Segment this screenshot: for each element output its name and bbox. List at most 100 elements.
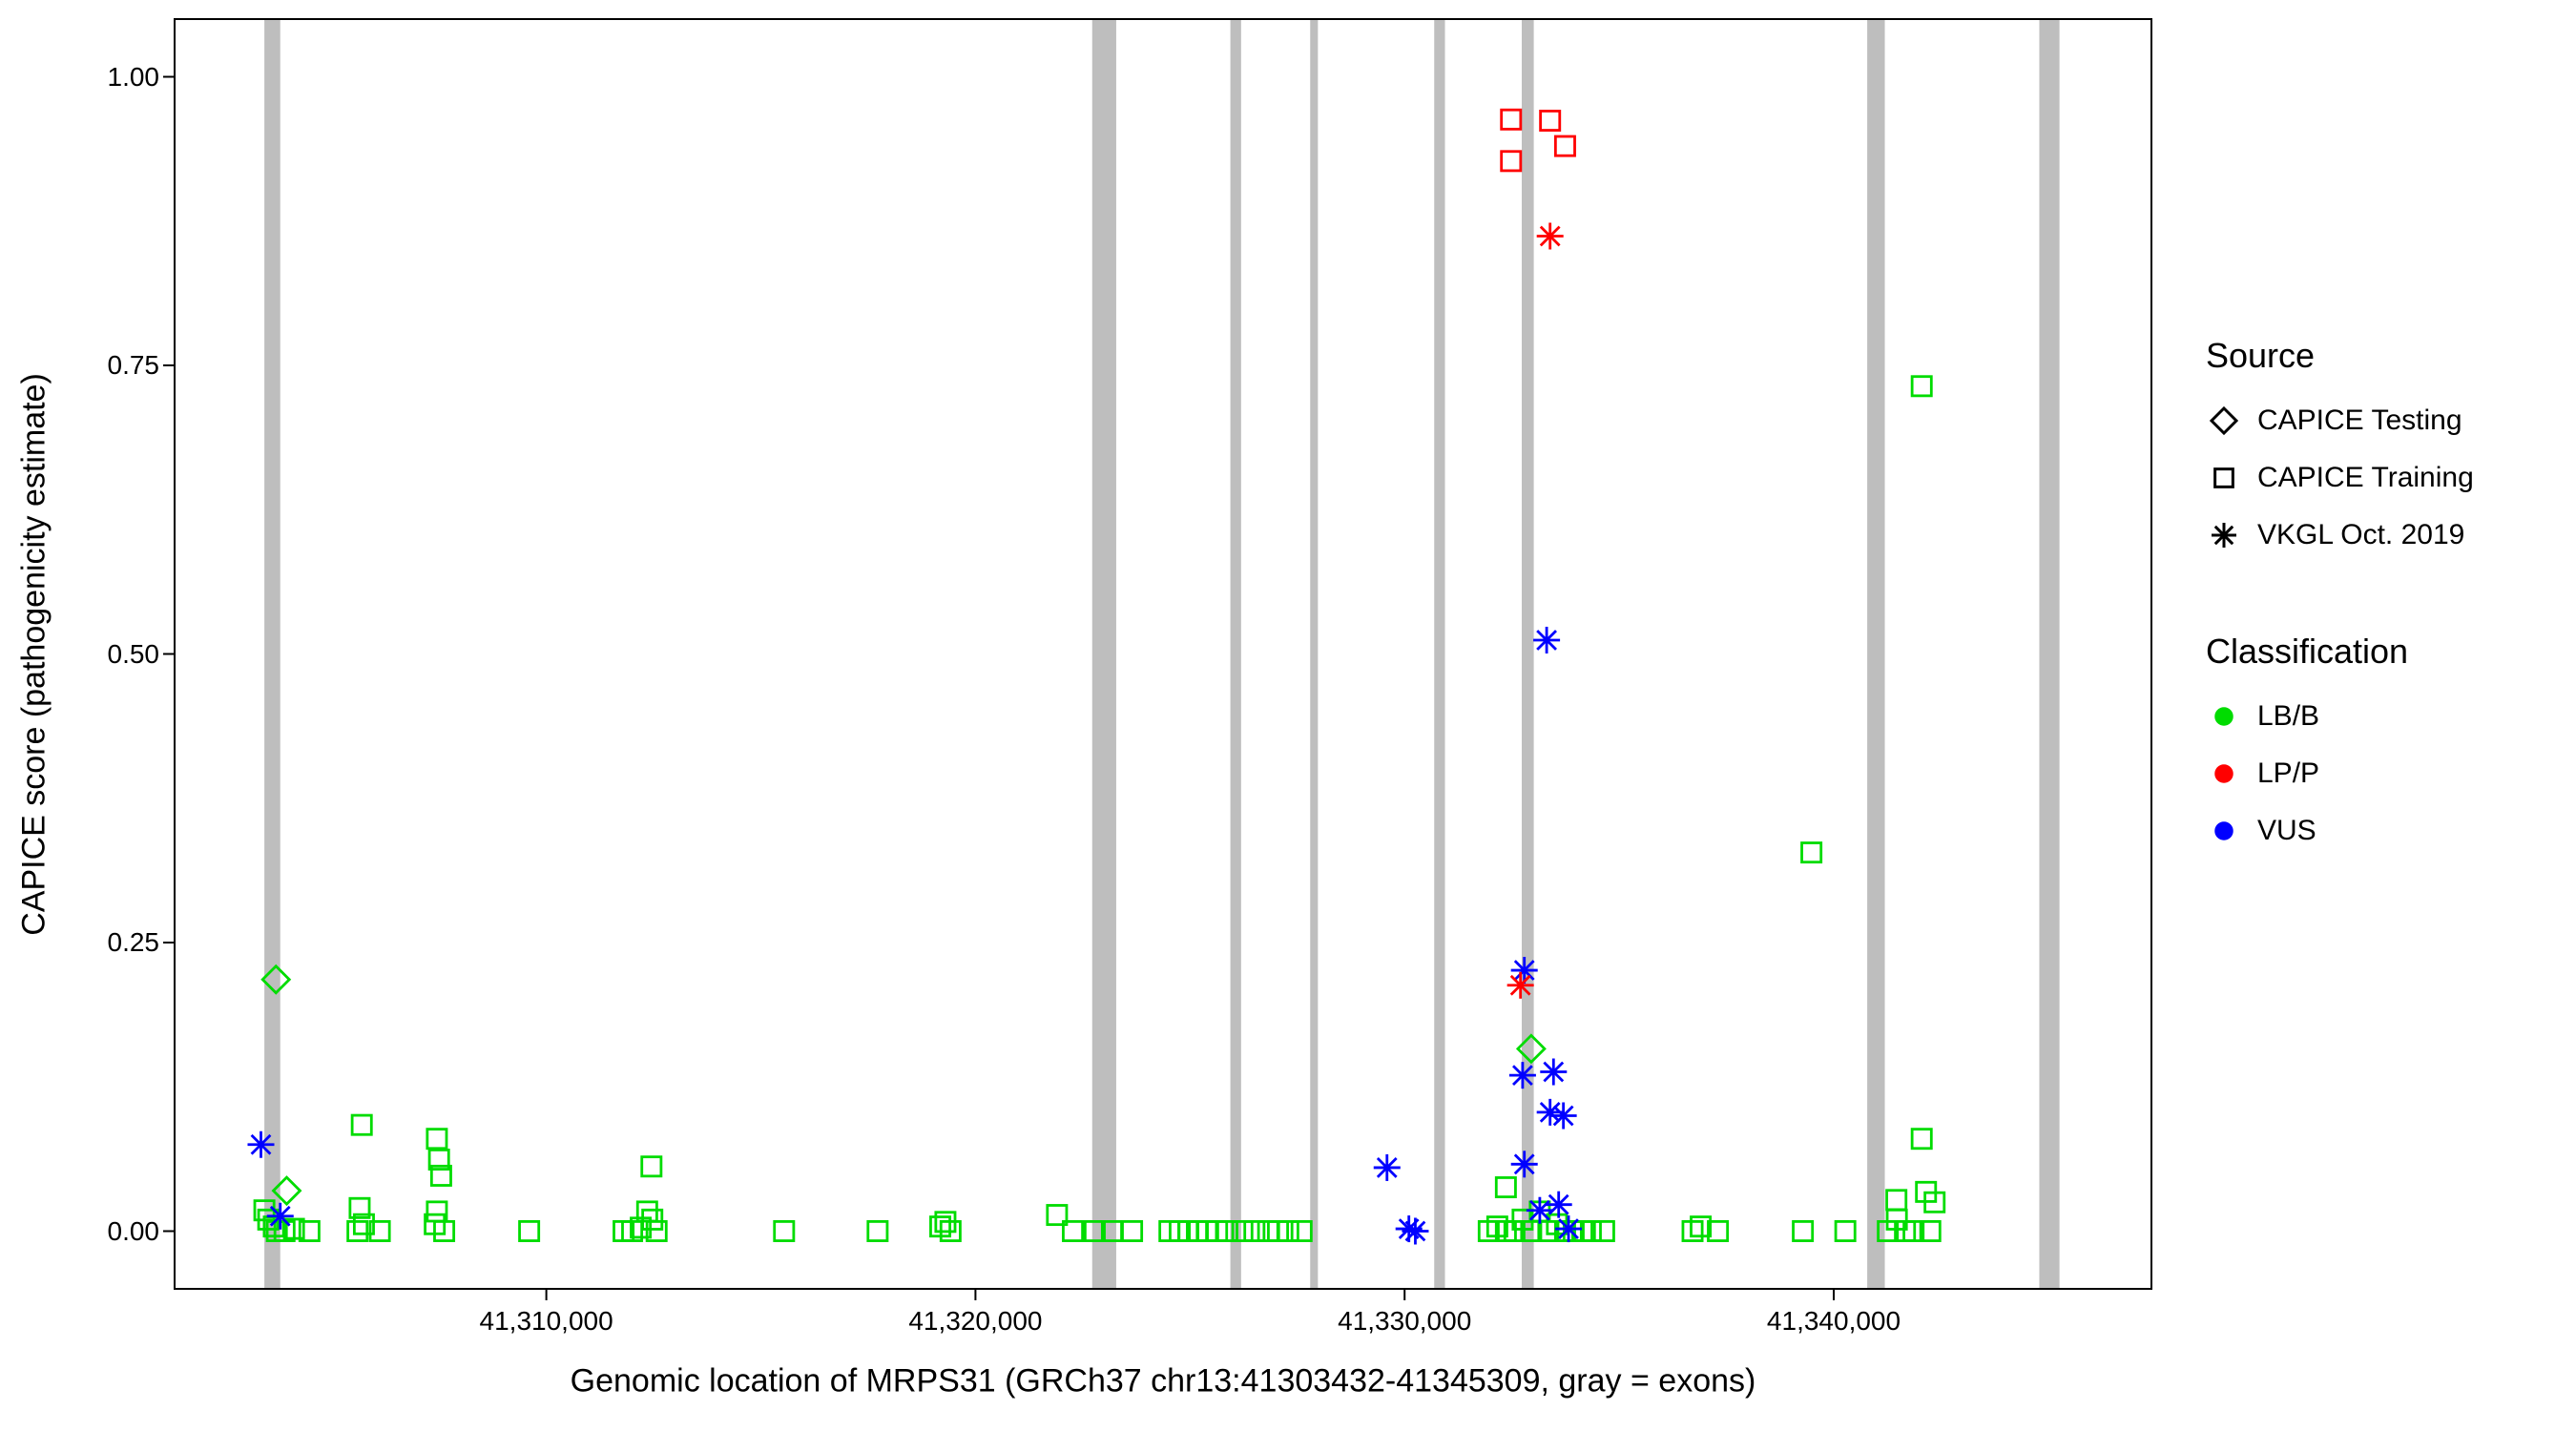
data-point (352, 1213, 375, 1235)
x-tick-label: 41,340,000 (1766, 1306, 1901, 1336)
panel-border (174, 18, 2152, 1290)
exon-bar (1091, 19, 1116, 1289)
data-point (1536, 222, 1564, 250)
point-glyph-square (1690, 1215, 1713, 1238)
data-point (1546, 1213, 1568, 1235)
asterisk-icon (2212, 523, 2236, 548)
point-glyph-square (1503, 1220, 1526, 1242)
data-point (1545, 1191, 1572, 1218)
point-glyph-square (282, 1217, 305, 1240)
data-point (1402, 1217, 1429, 1245)
data-point (1515, 1033, 1547, 1065)
data-point (429, 1164, 452, 1187)
point-glyph-square (1215, 1220, 1238, 1242)
legend-item-vus: VUS (2206, 813, 2474, 849)
point-glyph-square (1121, 1220, 1144, 1242)
point-glyph-square (773, 1220, 796, 1242)
data-point (1707, 1220, 1730, 1242)
data-point (346, 1220, 369, 1242)
data-point (518, 1220, 541, 1242)
data-point (1062, 1220, 1084, 1242)
data-point (630, 1216, 653, 1239)
point-glyph-square (630, 1216, 653, 1239)
data-point (1500, 150, 1523, 173)
data-point (1885, 1189, 1908, 1212)
data-point (1526, 1196, 1553, 1224)
exon-bar (2039, 19, 2060, 1289)
point-glyph-square (1707, 1220, 1730, 1242)
point-glyph-diamond (1515, 1033, 1547, 1065)
point-glyph-square (1231, 1220, 1254, 1242)
data-point (1494, 1176, 1517, 1198)
point-glyph-square (350, 1113, 373, 1136)
y-tick-label: 0.00 (107, 1215, 160, 1246)
data-point (1503, 1220, 1526, 1242)
point-glyph-square (433, 1220, 456, 1242)
y-tick-label: 0.50 (107, 638, 160, 669)
x-tick-label: 41,320,000 (908, 1306, 1043, 1336)
point-glyph-square (2213, 467, 2234, 488)
exon-bar (1310, 19, 1319, 1289)
legend-classification-items: LB/B LP/P VUS (2206, 698, 2474, 849)
point-glyph-square (1910, 1128, 1933, 1151)
point-glyph-square (1062, 1220, 1084, 1242)
square-icon (2213, 467, 2234, 488)
data-point (1540, 1058, 1568, 1086)
point-glyph-square (1546, 1213, 1568, 1235)
data-point (271, 1175, 302, 1207)
data-point (298, 1220, 321, 1242)
data-point (1885, 1208, 1908, 1231)
data-point (1919, 1220, 1942, 1242)
data-point (266, 1202, 294, 1230)
diamond-icon (2209, 405, 2239, 436)
exon-bar (1867, 19, 1885, 1289)
data-point (1500, 108, 1523, 131)
point-glyph-square (1290, 1220, 1313, 1242)
point-glyph-square (1494, 1176, 1517, 1198)
point-glyph-square (1083, 1220, 1106, 1242)
data-point (1539, 110, 1562, 132)
legend-item-lp-p: LP/P (2206, 756, 2474, 792)
data-point (1592, 1220, 1615, 1242)
point-glyph-square (1910, 375, 1933, 398)
x-tick-label: 41,330,000 (1338, 1306, 1472, 1336)
data-point (641, 1208, 664, 1231)
exon-bar (1230, 19, 1241, 1289)
data-point (426, 1128, 448, 1151)
data-point (1373, 1153, 1401, 1181)
point-glyph-square (1800, 841, 1823, 864)
point-glyph-square (348, 1196, 371, 1219)
point-glyph-square (352, 1213, 375, 1235)
point-glyph-square (1792, 1220, 1815, 1242)
point-glyph-square (427, 1149, 450, 1171)
data-point (1923, 1191, 1946, 1213)
point-glyph-square (368, 1220, 391, 1242)
circle-icon (2214, 821, 2233, 840)
exon-bar (1434, 19, 1445, 1289)
data-point (1277, 1220, 1299, 1242)
y-tick-label: 1.00 (107, 61, 160, 92)
data-point (640, 1155, 663, 1178)
data-point (1506, 971, 1534, 999)
data-point (1510, 1151, 1538, 1178)
data-point (1834, 1220, 1857, 1242)
point-glyph-square (1579, 1220, 1602, 1242)
point-glyph-square (645, 1220, 668, 1242)
point-glyph-square (640, 1155, 663, 1178)
data-point (1533, 626, 1561, 653)
data-point (1231, 1220, 1254, 1242)
point-glyph-diamond (260, 964, 292, 995)
data-point (1792, 1220, 1815, 1242)
x-tick-label: 41,310,000 (479, 1306, 613, 1336)
legend-item-label: VUS (2257, 815, 2316, 846)
point-glyph-square (1277, 1220, 1299, 1242)
legend-item-capice-testing: CAPICE Testing (2206, 403, 2474, 439)
point-glyph-square (1553, 135, 1576, 157)
legend-item-label: LB/B (2257, 700, 2320, 732)
exon-bar (1522, 19, 1534, 1289)
legend-item-capice-training: CAPICE Training (2206, 460, 2474, 496)
x-axis-title: Genomic location of MRPS31 (GRCh37 chr13… (570, 1362, 1756, 1400)
legend-classification-title: Classification (2206, 632, 2409, 671)
data-point (1508, 1062, 1536, 1089)
